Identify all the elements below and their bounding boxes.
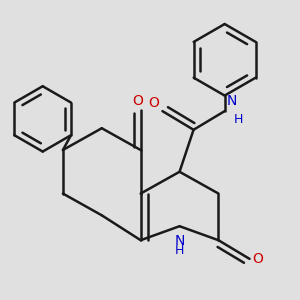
- Text: O: O: [253, 252, 263, 266]
- Text: O: O: [148, 96, 159, 110]
- Text: H: H: [175, 244, 184, 257]
- Text: O: O: [133, 94, 144, 108]
- Text: N: N: [174, 234, 185, 248]
- Text: H: H: [234, 113, 243, 126]
- Text: N: N: [226, 94, 237, 108]
